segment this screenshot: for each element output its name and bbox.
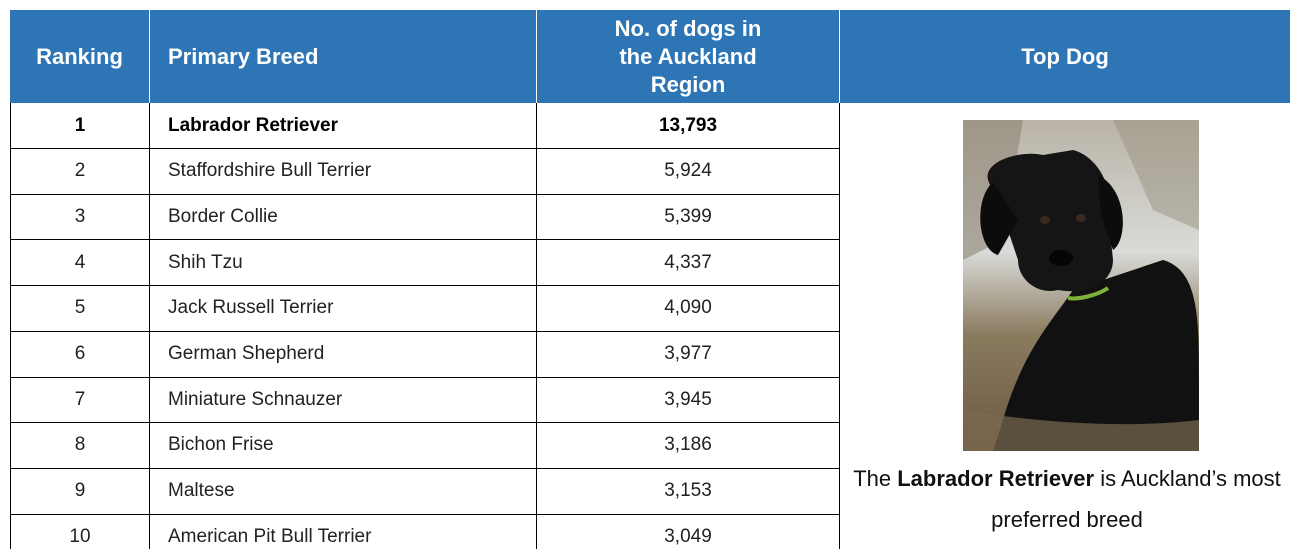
top-dog-panel: The Labrador Retriever is Auckland’s mos… <box>840 103 1290 549</box>
caption: The Labrador Retriever is Auckland’s mos… <box>840 458 1290 540</box>
breed-cell: Staffordshire Bull Terrier <box>150 149 537 195</box>
count-cell: 5,399 <box>537 194 840 240</box>
count-cell: 4,090 <box>537 286 840 332</box>
rank-cell: 6 <box>10 332 150 378</box>
dog-photo <box>963 120 1199 451</box>
count-cell: 5,924 <box>537 149 840 195</box>
rank-cell: 1 <box>10 103 150 149</box>
breed-cell: Labrador Retriever <box>150 103 537 149</box>
header-cell: Primary Breed <box>150 10 537 103</box>
count-cell: 3,945 <box>537 377 840 423</box>
breed-cell: Bichon Frise <box>150 423 537 469</box>
rank-cell: 8 <box>10 423 150 469</box>
breed-cell: Jack Russell Terrier <box>150 286 537 332</box>
count-cell: 3,186 <box>537 423 840 469</box>
breed-table: Ranking Primary Breed No. of dogs in the… <box>10 10 1290 549</box>
caption-bold: Labrador Retriever <box>897 466 1094 491</box>
breed-cell: Border Collie <box>150 194 537 240</box>
rank-cell: 5 <box>10 286 150 332</box>
header-cell: No. of dogs in the Auckland Region <box>537 10 840 103</box>
rank-cell: 3 <box>10 194 150 240</box>
rank-cell: 10 <box>10 514 150 549</box>
header-cell: Ranking <box>10 10 150 103</box>
header-cell: Top Dog <box>840 10 1290 103</box>
rank-cell: 7 <box>10 377 150 423</box>
breed-cell: Miniature Schnauzer <box>150 377 537 423</box>
breed-cell: Shih Tzu <box>150 240 537 286</box>
count-cell: 3,049 <box>537 514 840 549</box>
breed-cell: American Pit Bull Terrier <box>150 514 537 549</box>
breed-cell: Maltese <box>150 469 537 515</box>
rank-cell: 9 <box>10 469 150 515</box>
breed-cell: German Shepherd <box>150 332 537 378</box>
caption-text: The <box>853 466 891 491</box>
count-cell: 3,977 <box>537 332 840 378</box>
count-cell: 3,153 <box>537 469 840 515</box>
rank-cell: 2 <box>10 149 150 195</box>
count-cell: 13,793 <box>537 103 840 149</box>
count-cell: 4,337 <box>537 240 840 286</box>
rank-cell: 4 <box>10 240 150 286</box>
